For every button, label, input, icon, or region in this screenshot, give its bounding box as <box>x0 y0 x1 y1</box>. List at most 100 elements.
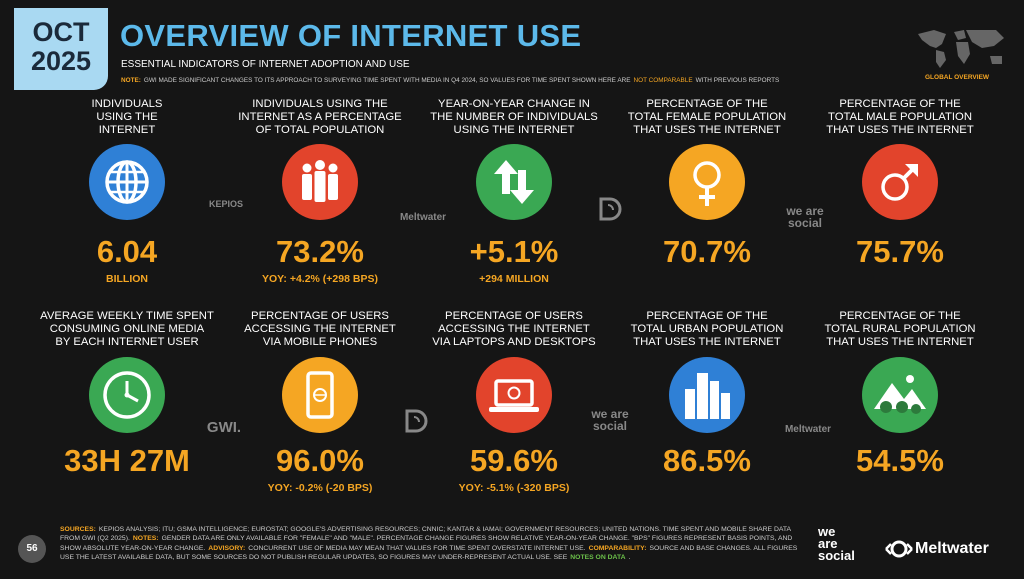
map-shape <box>954 30 966 40</box>
source-label: COMPARABILITY: <box>588 544 647 552</box>
icon-shape <box>476 357 552 433</box>
logo-shape <box>599 197 622 221</box>
indicator-value: 86.5% <box>663 443 751 478</box>
map-shape <box>990 56 1002 64</box>
indicator-icon <box>669 357 745 433</box>
brand-word: are <box>818 536 838 551</box>
indicator-icon <box>669 144 745 220</box>
indicator-tile: AVERAGE WEEKLY TIME SPENT CONSUMING ONLIN… <box>37 310 217 479</box>
note-label: NOTE: <box>121 77 141 84</box>
indicator-value: 59.6% <box>470 443 558 478</box>
source-label: NOTES: <box>132 535 159 543</box>
indicator-tile: INDIVIDUALS USING THE INTERNET AS A PERCE… <box>230 98 410 285</box>
indicator-detail: YOY: -0.2% (-20 BPS) <box>267 482 373 494</box>
icon-shape <box>306 371 334 419</box>
icon-shape <box>314 171 326 202</box>
logo-shape <box>890 540 908 558</box>
indicator-label: INDIVIDUALS USING THE <box>252 98 388 110</box>
indicator-label: ACCESSING THE INTERNET <box>244 323 396 335</box>
indicator-detail: YOY: -5.1% (-320 BPS) <box>458 482 570 494</box>
indicator-label: PERCENTAGE OF USERS <box>251 310 389 322</box>
indicator-icon <box>476 357 552 433</box>
source-mark: Meltwater <box>399 212 447 223</box>
badge-month: OCT <box>32 17 90 47</box>
indicator-icon <box>862 357 938 433</box>
icon-shape <box>911 404 921 414</box>
indicator-label: THE NUMBER OF INDIVIDUALS <box>430 111 598 123</box>
indicator-tile: PERCENTAGE OF USERS ACCESSING THE INTERNE… <box>230 310 410 494</box>
indicator-label: TOTAL URBAN POPULATION <box>630 323 784 335</box>
icon-shape <box>103 371 151 419</box>
subtitle: ESSENTIAL INDICATORS OF INTERNET ADOPTIO… <box>121 59 410 70</box>
indicator-label: VIA MOBILE PHONES <box>262 336 378 348</box>
page-number: 56 <box>18 535 46 563</box>
sources: SOURCES: KEPIOS ANALYSIS; ITU; GSMA INTEL… <box>60 525 800 562</box>
brand-word: social <box>818 548 855 563</box>
source-mark: we are social <box>786 204 824 230</box>
source-text: KEPIOS ANALYSIS; ITU; GSMA INTELLIGENCE;… <box>60 526 791 543</box>
indicator-label: PERCENTAGE OF THE <box>839 310 961 322</box>
indicator-label: CONSUMING ONLINE MEDIA <box>49 323 205 335</box>
indicator-tile: YEAR-ON-YEAR CHANGE IN THE NUMBER OF INDI… <box>424 98 604 285</box>
indicator-tile: PERCENTAGE OF THE TOTAL FEMALE POPULATION… <box>617 98 797 270</box>
indicator-label: USING THE INTERNET <box>453 124 575 136</box>
icon-shape <box>710 381 719 419</box>
logo-shape <box>607 204 614 211</box>
indicator-icon <box>476 144 552 220</box>
indicator-label: YEAR-ON-YEAR CHANGE IN <box>438 98 590 110</box>
indicator-value: 54.5% <box>856 443 944 478</box>
indicator-icon <box>282 357 358 433</box>
source-text: CONCURRENT USE OF MEDIA MAY MEAN THAT VA… <box>248 544 586 552</box>
indicator-label: PERCENTAGE OF THE <box>646 98 768 110</box>
note-text: WITH PREVIOUS REPORTS <box>695 77 780 84</box>
source-mark: Meltwater <box>784 424 832 435</box>
logo-shape <box>405 409 428 433</box>
indicator-value: 73.2% <box>276 234 364 269</box>
indicator-label: OF TOTAL POPULATION <box>255 124 385 136</box>
icon-shape <box>697 373 708 419</box>
date-badge: OCT 2025 <box>14 8 108 90</box>
icon-shape <box>315 160 325 170</box>
brand-meltwater: Meltwater <box>915 540 989 557</box>
indicator-icon <box>862 144 938 220</box>
indicator-label: PERCENTAGE OF THE <box>646 310 768 322</box>
icon-shape <box>494 379 534 407</box>
indicator-label: BY EACH INTERNET USER <box>55 336 199 348</box>
indicator-tile: PERCENTAGE OF THE TOTAL URBAN POPULATION T… <box>617 310 797 479</box>
map-label: GLOBAL OVERVIEW <box>925 74 990 81</box>
source-label: NOTES ON DATA <box>570 553 626 561</box>
indicator-detail: YOY: +4.2% (+298 BPS) <box>262 273 378 285</box>
source-label: SOURCES: <box>60 526 96 533</box>
indicator-value: 75.7% <box>856 234 944 269</box>
icon-shape <box>302 163 312 173</box>
map-shape <box>966 30 1004 48</box>
note-text: GWI MADE SIGNIFICANT CHANGES TO ITS APPR… <box>143 77 631 84</box>
icon-shape <box>721 393 730 419</box>
indicator-tile: INDIVIDUALS USING THE INTERNET 6.04 BILLION <box>37 98 217 285</box>
icon-shape <box>510 170 534 204</box>
source-label: ADVISORY: <box>208 544 246 552</box>
indicator-icon <box>89 144 165 220</box>
icon-shape <box>669 144 745 220</box>
indicator-label: THAT USES THE INTERNET <box>826 336 974 348</box>
badge-year: 2025 <box>30 46 92 76</box>
icon-shape <box>476 144 552 220</box>
indicator-value: 96.0% <box>276 443 364 478</box>
indicator-value: 70.7% <box>663 234 751 269</box>
icon-shape <box>124 392 130 398</box>
indicator-detail: +294 MILLION <box>479 273 549 285</box>
indicator-icon <box>89 357 165 433</box>
note: NOTE: GWI MADE SIGNIFICANT CHANGES TO ITS… <box>121 77 782 84</box>
indicator-label: AVERAGE WEEKLY TIME SPENT <box>40 310 214 322</box>
icon-shape <box>880 401 892 413</box>
note-emphasis: NOT COMPARABLE <box>633 77 693 84</box>
indicator-detail: BILLION <box>106 273 148 285</box>
icon-shape <box>489 407 539 412</box>
datareportal-mark <box>405 409 428 433</box>
source-text: . <box>628 553 631 561</box>
icon-shape <box>862 144 938 220</box>
indicator-icon <box>282 144 358 220</box>
source-text: GENDER DATA ARE ONLY AVAILABLE FOR "FEMA… <box>60 535 793 552</box>
brand-word: we <box>818 524 836 539</box>
